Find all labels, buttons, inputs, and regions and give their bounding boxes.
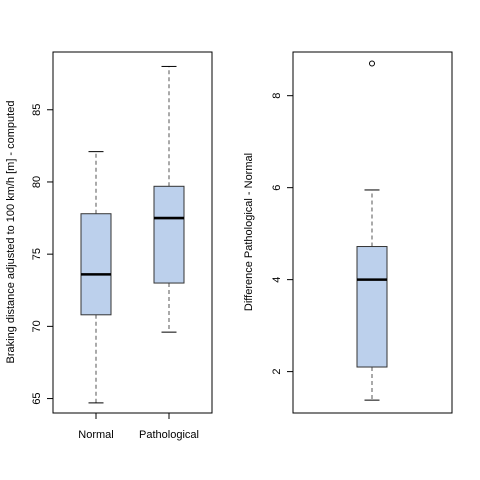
left-y-axis-label: Braking distance adjusted to 100 km/h [m… xyxy=(5,101,17,364)
y-tick-label: 75 xyxy=(31,248,43,260)
y-tick-label: 6 xyxy=(271,185,283,191)
left-boxplot-panel: Braking distance adjusted to 100 km/h [m… xyxy=(5,51,213,441)
y-tick-label: 80 xyxy=(31,176,43,188)
y-tick-label: 65 xyxy=(31,392,43,404)
outlier-point xyxy=(369,60,375,67)
boxplot-pathological xyxy=(153,65,185,333)
y-tick-label: 85 xyxy=(31,104,43,116)
right-plot-frame xyxy=(292,51,453,414)
x-tick-label: Pathological xyxy=(139,429,199,441)
interquartile-box xyxy=(80,213,112,316)
right-y-axis-label: Difference Pathological - Normal xyxy=(243,153,255,311)
y-tick-label: 70 xyxy=(31,320,43,332)
x-tick-label: Normal xyxy=(78,429,113,441)
right-boxplot-panel: Difference Pathological - Normal 2 4 6 8 xyxy=(243,51,453,414)
interquartile-box xyxy=(153,185,185,284)
y-tick-label: 4 xyxy=(271,277,283,283)
y-tick-label: 2 xyxy=(271,369,283,375)
boxplot-normal xyxy=(80,151,112,404)
boxplot-difference xyxy=(356,60,388,401)
interquartile-box xyxy=(356,246,388,368)
y-tick-label: 8 xyxy=(271,93,283,99)
